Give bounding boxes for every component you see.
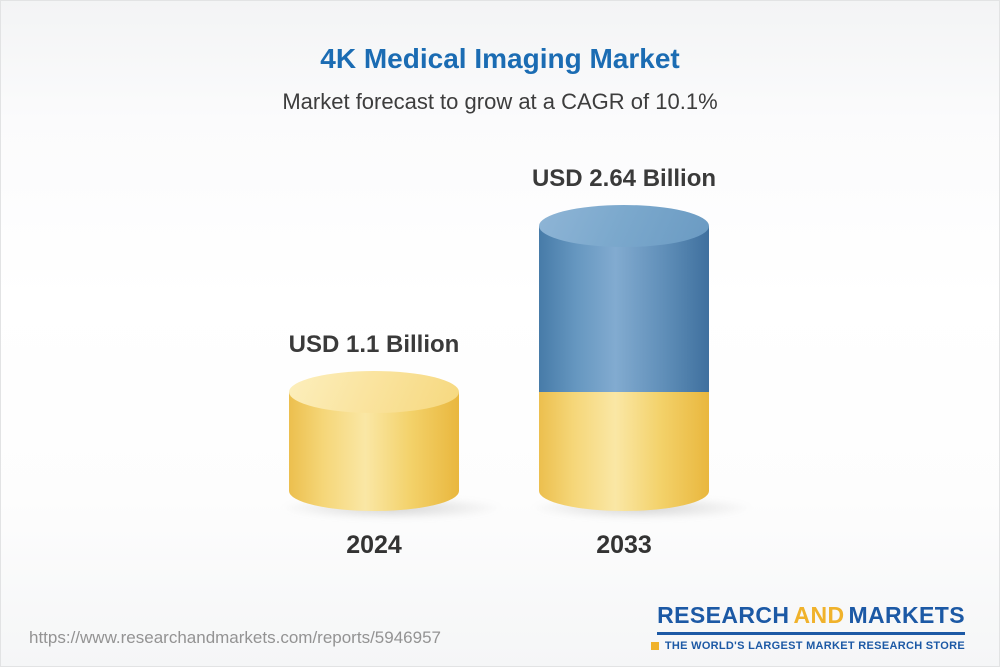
company-logo: RESEARCH AND MARKETS THE WORLD'S LARGEST M… <box>650 602 965 652</box>
page-subtitle: Market forecast to grow at a CAGR of 10.… <box>282 89 718 114</box>
bar-2033-cap <box>539 204 709 247</box>
bar-2033-value-label: USD 2.64 Billion <box>531 165 717 192</box>
bar-2024-body <box>289 371 459 511</box>
logo-word-research: RESEARCH <box>657 602 790 628</box>
bar-2024-value-label: USD 1.1 Billion <box>288 331 460 358</box>
bar-2024-category-label: 2024 <box>346 531 402 559</box>
report-url: https://www.researchandmarkets.com/repor… <box>29 628 441 647</box>
logo-word-markets: MARKETS <box>848 602 965 628</box>
bar-2033 <box>539 204 709 511</box>
company-logo-wordmark: RESEARCH AND MARKETS <box>657 602 965 635</box>
logo-word-and: AND <box>793 602 845 628</box>
bar-2033-category-label: 2033 <box>596 531 652 559</box>
tagline-square-icon <box>650 642 659 650</box>
bar-2033-yellow-segment <box>539 392 709 511</box>
bar-2024 <box>289 371 459 511</box>
logo-tagline-row: THE WORLD'S LARGEST MARKET RESEARCH STOR… <box>650 640 965 652</box>
page-title: 4K Medical Imaging Market <box>320 43 680 74</box>
logo-tagline-text: THE WORLD'S LARGEST MARKET RESEARCH STOR… <box>664 640 965 652</box>
bar-2024-cap <box>289 371 459 414</box>
bar-2033-blue-segment <box>539 204 709 393</box>
